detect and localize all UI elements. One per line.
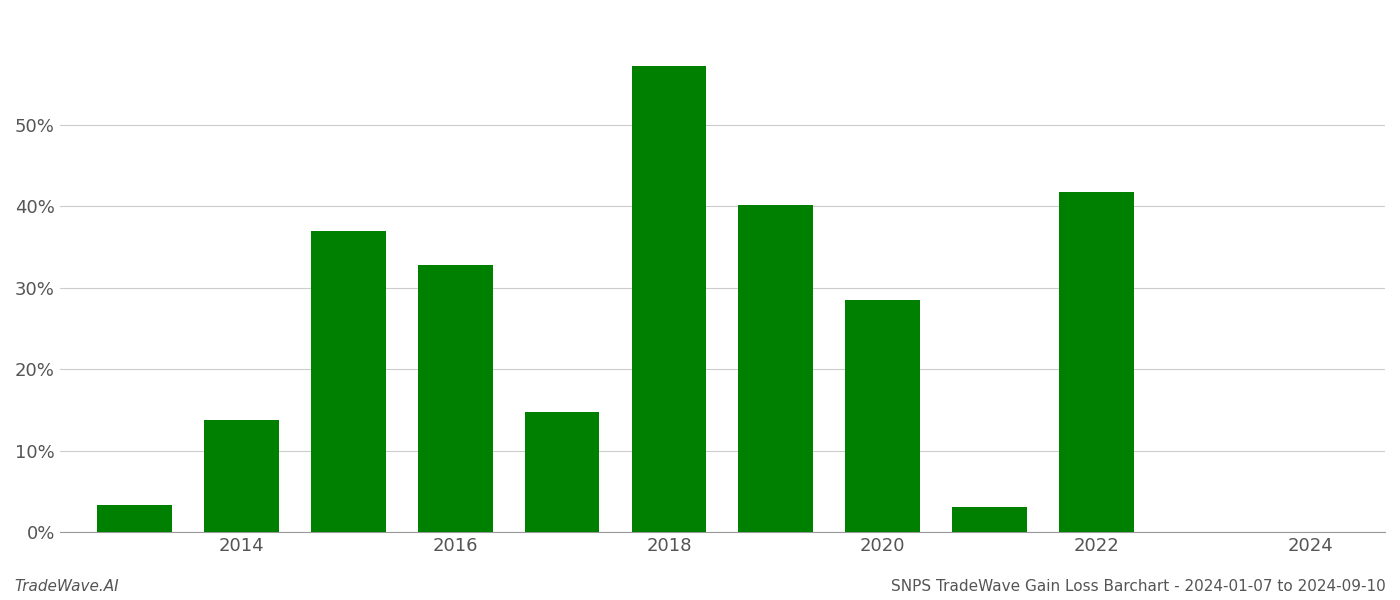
Bar bbox=[417, 265, 493, 532]
Bar bbox=[846, 300, 920, 532]
Bar bbox=[97, 505, 172, 532]
Bar bbox=[204, 420, 279, 532]
Text: SNPS TradeWave Gain Loss Barchart - 2024-01-07 to 2024-09-10: SNPS TradeWave Gain Loss Barchart - 2024… bbox=[892, 579, 1386, 594]
Text: TradeWave.AI: TradeWave.AI bbox=[14, 579, 119, 594]
Bar bbox=[952, 507, 1028, 532]
Bar bbox=[1058, 192, 1134, 532]
Bar bbox=[311, 231, 386, 532]
Bar bbox=[525, 412, 599, 532]
Bar bbox=[738, 205, 813, 532]
Bar bbox=[631, 67, 707, 532]
